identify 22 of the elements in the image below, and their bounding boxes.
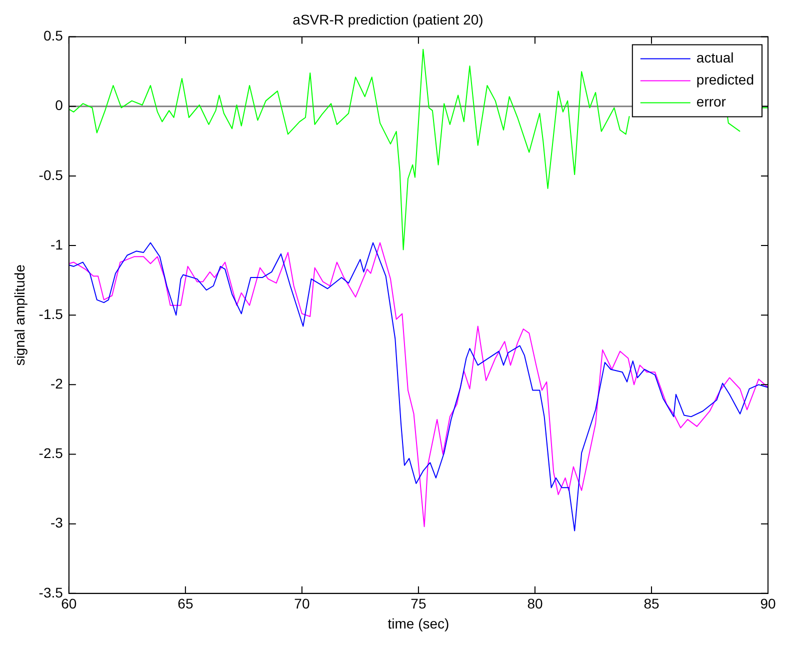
- y-tick-label: -1: [50, 236, 64, 252]
- x-tick-label: 60: [61, 596, 77, 612]
- legend-label: actual: [696, 50, 734, 66]
- y-tick-label: 0: [55, 97, 64, 114]
- x-tick-label: 80: [527, 596, 543, 612]
- y-axis-title: signal amplitude: [11, 264, 28, 366]
- y-tick-label: -1.5: [38, 306, 64, 322]
- x-axis-title: time (sec): [388, 615, 450, 632]
- y-tick-label: 0.5: [43, 28, 64, 44]
- legend-label: predicted: [696, 72, 754, 88]
- y-tick-label: -0.5: [38, 166, 64, 183]
- y-tick-label: -3: [50, 514, 64, 531]
- x-tick-label: 90: [760, 596, 776, 612]
- y-tick-label: -3.5: [38, 584, 64, 600]
- x-tick-label: 85: [644, 596, 660, 612]
- y-tick-label: -2: [50, 376, 64, 392]
- x-tick-label: 65: [178, 596, 194, 612]
- chart-title: aSVR-R prediction (patient 20): [292, 11, 484, 28]
- y-tick-label: -2.5: [38, 445, 64, 462]
- legend-label: error: [696, 94, 726, 110]
- x-tick-label: 75: [410, 596, 426, 612]
- x-tick-label: 70: [294, 596, 310, 612]
